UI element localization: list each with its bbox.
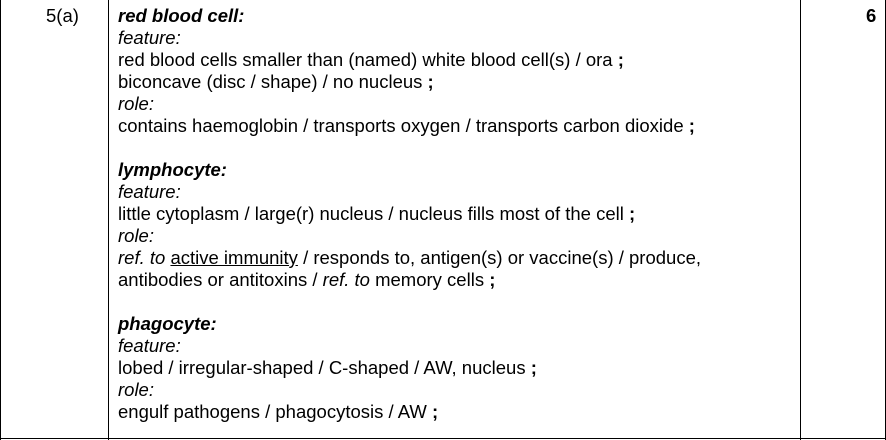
feature-text: red blood cells smaller than (named) whi… bbox=[118, 49, 613, 70]
feature-line: lobed / irregular-shaped / C-shaped / AW… bbox=[118, 357, 788, 379]
section-heading: red blood cell: bbox=[118, 5, 245, 26]
role-text: memory cells bbox=[375, 269, 485, 290]
feature-line: red blood cells smaller than (named) whi… bbox=[118, 49, 788, 71]
section-phagocyte: phagocyte: feature: lobed / irregular-sh… bbox=[118, 313, 788, 423]
section-heading: lymphocyte: bbox=[118, 159, 227, 180]
mark-point-symbol: ; bbox=[530, 357, 537, 378]
underlined-term: active immunity bbox=[170, 247, 298, 268]
feature-label: feature: bbox=[118, 27, 181, 48]
feature-label: feature: bbox=[118, 181, 181, 202]
role-line: ref. to active immunity / responds to, a… bbox=[118, 247, 788, 269]
ref-to-text: ref. to bbox=[118, 247, 166, 268]
mark-point-symbol: ; bbox=[489, 269, 496, 290]
role-label: role: bbox=[118, 225, 154, 246]
section-lymphocyte: lymphocyte: feature: little cytoplasm / … bbox=[118, 159, 788, 291]
feature-line: little cytoplasm / large(r) nucleus / nu… bbox=[118, 203, 788, 225]
feature-label: feature: bbox=[118, 335, 181, 356]
mark-point-symbol: ; bbox=[617, 49, 624, 70]
role-label: role: bbox=[118, 379, 154, 400]
mark-point-symbol: ; bbox=[688, 115, 695, 136]
table-border-left bbox=[0, 0, 1, 440]
marks-value: 6 bbox=[866, 5, 877, 26]
role-text: engulf pathogens / phagocytosis / AW bbox=[118, 401, 427, 422]
role-label: role: bbox=[118, 93, 154, 114]
mark-point-symbol: ; bbox=[629, 203, 636, 224]
table-row-bottom-border bbox=[0, 438, 886, 439]
role-text: contains haemoglobin / transports oxygen… bbox=[118, 115, 684, 136]
section-spacer bbox=[118, 291, 788, 313]
role-line: antibodies or antitoxins / ref. to memor… bbox=[118, 269, 788, 291]
answer-cell: red blood cell: feature: red blood cells… bbox=[118, 5, 788, 423]
ref-to-text: ref. to bbox=[322, 269, 370, 290]
section-spacer bbox=[118, 137, 788, 159]
mark-point-symbol: ; bbox=[427, 71, 434, 92]
feature-text: little cytoplasm / large(r) nucleus / nu… bbox=[118, 203, 624, 224]
role-text: / responds to, antigen(s) or vaccine(s) … bbox=[303, 247, 702, 268]
feature-text: biconcave (disc / shape) / no nucleus bbox=[118, 71, 423, 92]
section-red-blood-cell: red blood cell: feature: red blood cells… bbox=[118, 5, 788, 137]
table-divider-question bbox=[108, 0, 109, 440]
role-line: contains haemoglobin / transports oxygen… bbox=[118, 115, 788, 137]
role-line: engulf pathogens / phagocytosis / AW ; bbox=[118, 401, 788, 423]
table-divider-marks bbox=[800, 0, 801, 440]
question-number: 5(a) bbox=[46, 5, 79, 26]
section-heading: phagocyte: bbox=[118, 313, 217, 334]
mark-point-symbol: ; bbox=[432, 401, 439, 422]
role-text: antibodies or antitoxins / bbox=[118, 269, 323, 290]
feature-text: lobed / irregular-shaped / C-shaped / AW… bbox=[118, 357, 526, 378]
feature-line: biconcave (disc / shape) / no nucleus ; bbox=[118, 71, 788, 93]
